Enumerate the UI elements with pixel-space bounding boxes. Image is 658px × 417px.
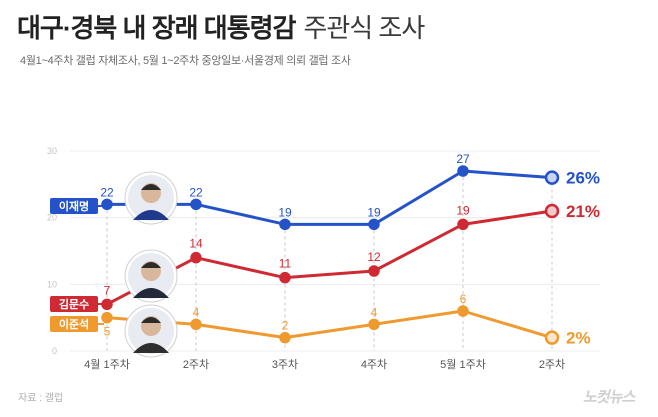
lee-junseok-avatar-body <box>133 343 169 353</box>
series-line-0 <box>107 169 553 226</box>
data-label: 5 <box>104 325 111 339</box>
data-point <box>279 218 291 231</box>
data-point <box>544 330 560 345</box>
data-point <box>190 318 202 331</box>
lee-jaemyung-avatar-hair <box>141 184 161 190</box>
data-label: 19 <box>367 205 381 219</box>
legend-tag-1 <box>50 296 98 312</box>
legend-tag-0 <box>50 198 98 214</box>
data-label: 22 <box>189 185 203 199</box>
kim-moonsoo-avatar-hair <box>141 262 161 268</box>
data-point <box>457 305 469 317</box>
data-point-inner <box>546 172 558 184</box>
legend-label: 김문수 <box>59 298 89 311</box>
lee-jaemyung-avatar-body <box>133 210 169 220</box>
data-point <box>190 198 202 211</box>
x-tick-label: 2주차 <box>539 358 565 371</box>
data-point-inner <box>546 205 558 217</box>
data-label: 12 <box>367 250 381 264</box>
data-point <box>544 170 560 185</box>
data-point-inner <box>546 332 558 344</box>
series-line-1 <box>106 209 553 306</box>
data-point <box>279 271 291 284</box>
x-tick-label: 2주차 <box>183 358 209 371</box>
title-main: 대구·경북 내 장래 대통령감 <box>17 13 296 43</box>
data-point <box>544 203 560 219</box>
data-point <box>101 198 113 211</box>
y-tick-label: 20 <box>47 213 57 223</box>
data-label: 26% <box>566 169 600 188</box>
legend-label: 이재명 <box>59 199 89 213</box>
x-tick-label: 4주차 <box>361 358 387 371</box>
data-label: 19 <box>278 205 292 219</box>
kim-moonsoo-avatar-body <box>133 288 169 298</box>
legend-tag-2 <box>50 316 98 332</box>
data-label: 22 <box>100 185 114 199</box>
data-label: 19 <box>456 203 470 217</box>
data-point <box>457 165 469 177</box>
data-point <box>368 265 380 277</box>
source-note: 자료 : 갤럽 <box>18 393 64 404</box>
x-tick-label: 4월 1주차 <box>84 358 130 371</box>
data-point <box>279 331 291 344</box>
data-point <box>457 218 469 231</box>
series-line-2 <box>106 309 553 340</box>
data-label: 4 <box>193 305 200 319</box>
title-sub: 주관식 조사 <box>303 13 425 43</box>
data-label: 11 <box>279 257 292 271</box>
data-label: 4 <box>371 305 378 319</box>
data-label: 2 <box>282 319 289 333</box>
lee-junseok-avatar-hair <box>141 317 161 323</box>
y-tick-label: 30 <box>47 146 57 156</box>
data-label: 7 <box>104 283 111 297</box>
data-point <box>190 251 202 264</box>
x-tick-label: 3주차 <box>272 358 298 371</box>
x-tick-label: 5월 1주차 <box>440 358 486 371</box>
data-point <box>368 318 380 331</box>
data-label: 14 <box>189 237 203 251</box>
data-label: 2% <box>566 329 591 348</box>
data-point <box>368 218 380 231</box>
y-tick-label: 10 <box>47 279 57 289</box>
data-label: 6 <box>460 292 467 306</box>
data-label: 27 <box>456 152 470 166</box>
page-title: 대구·경북 내 장래 대통령감 주관식 조사 <box>17 10 425 46</box>
legend-label: 이준석 <box>59 317 89 331</box>
subtitle: 4월1~4주차 갤럽 자체조사, 5월 1~2주차 중앙일보·서울경제 의뢰 갤… <box>20 55 351 67</box>
brand-logo: 노컷뉴스 <box>583 389 635 406</box>
data-point <box>101 311 113 324</box>
y-tick-label: 0 <box>52 346 57 356</box>
data-label: 21% <box>566 202 600 221</box>
